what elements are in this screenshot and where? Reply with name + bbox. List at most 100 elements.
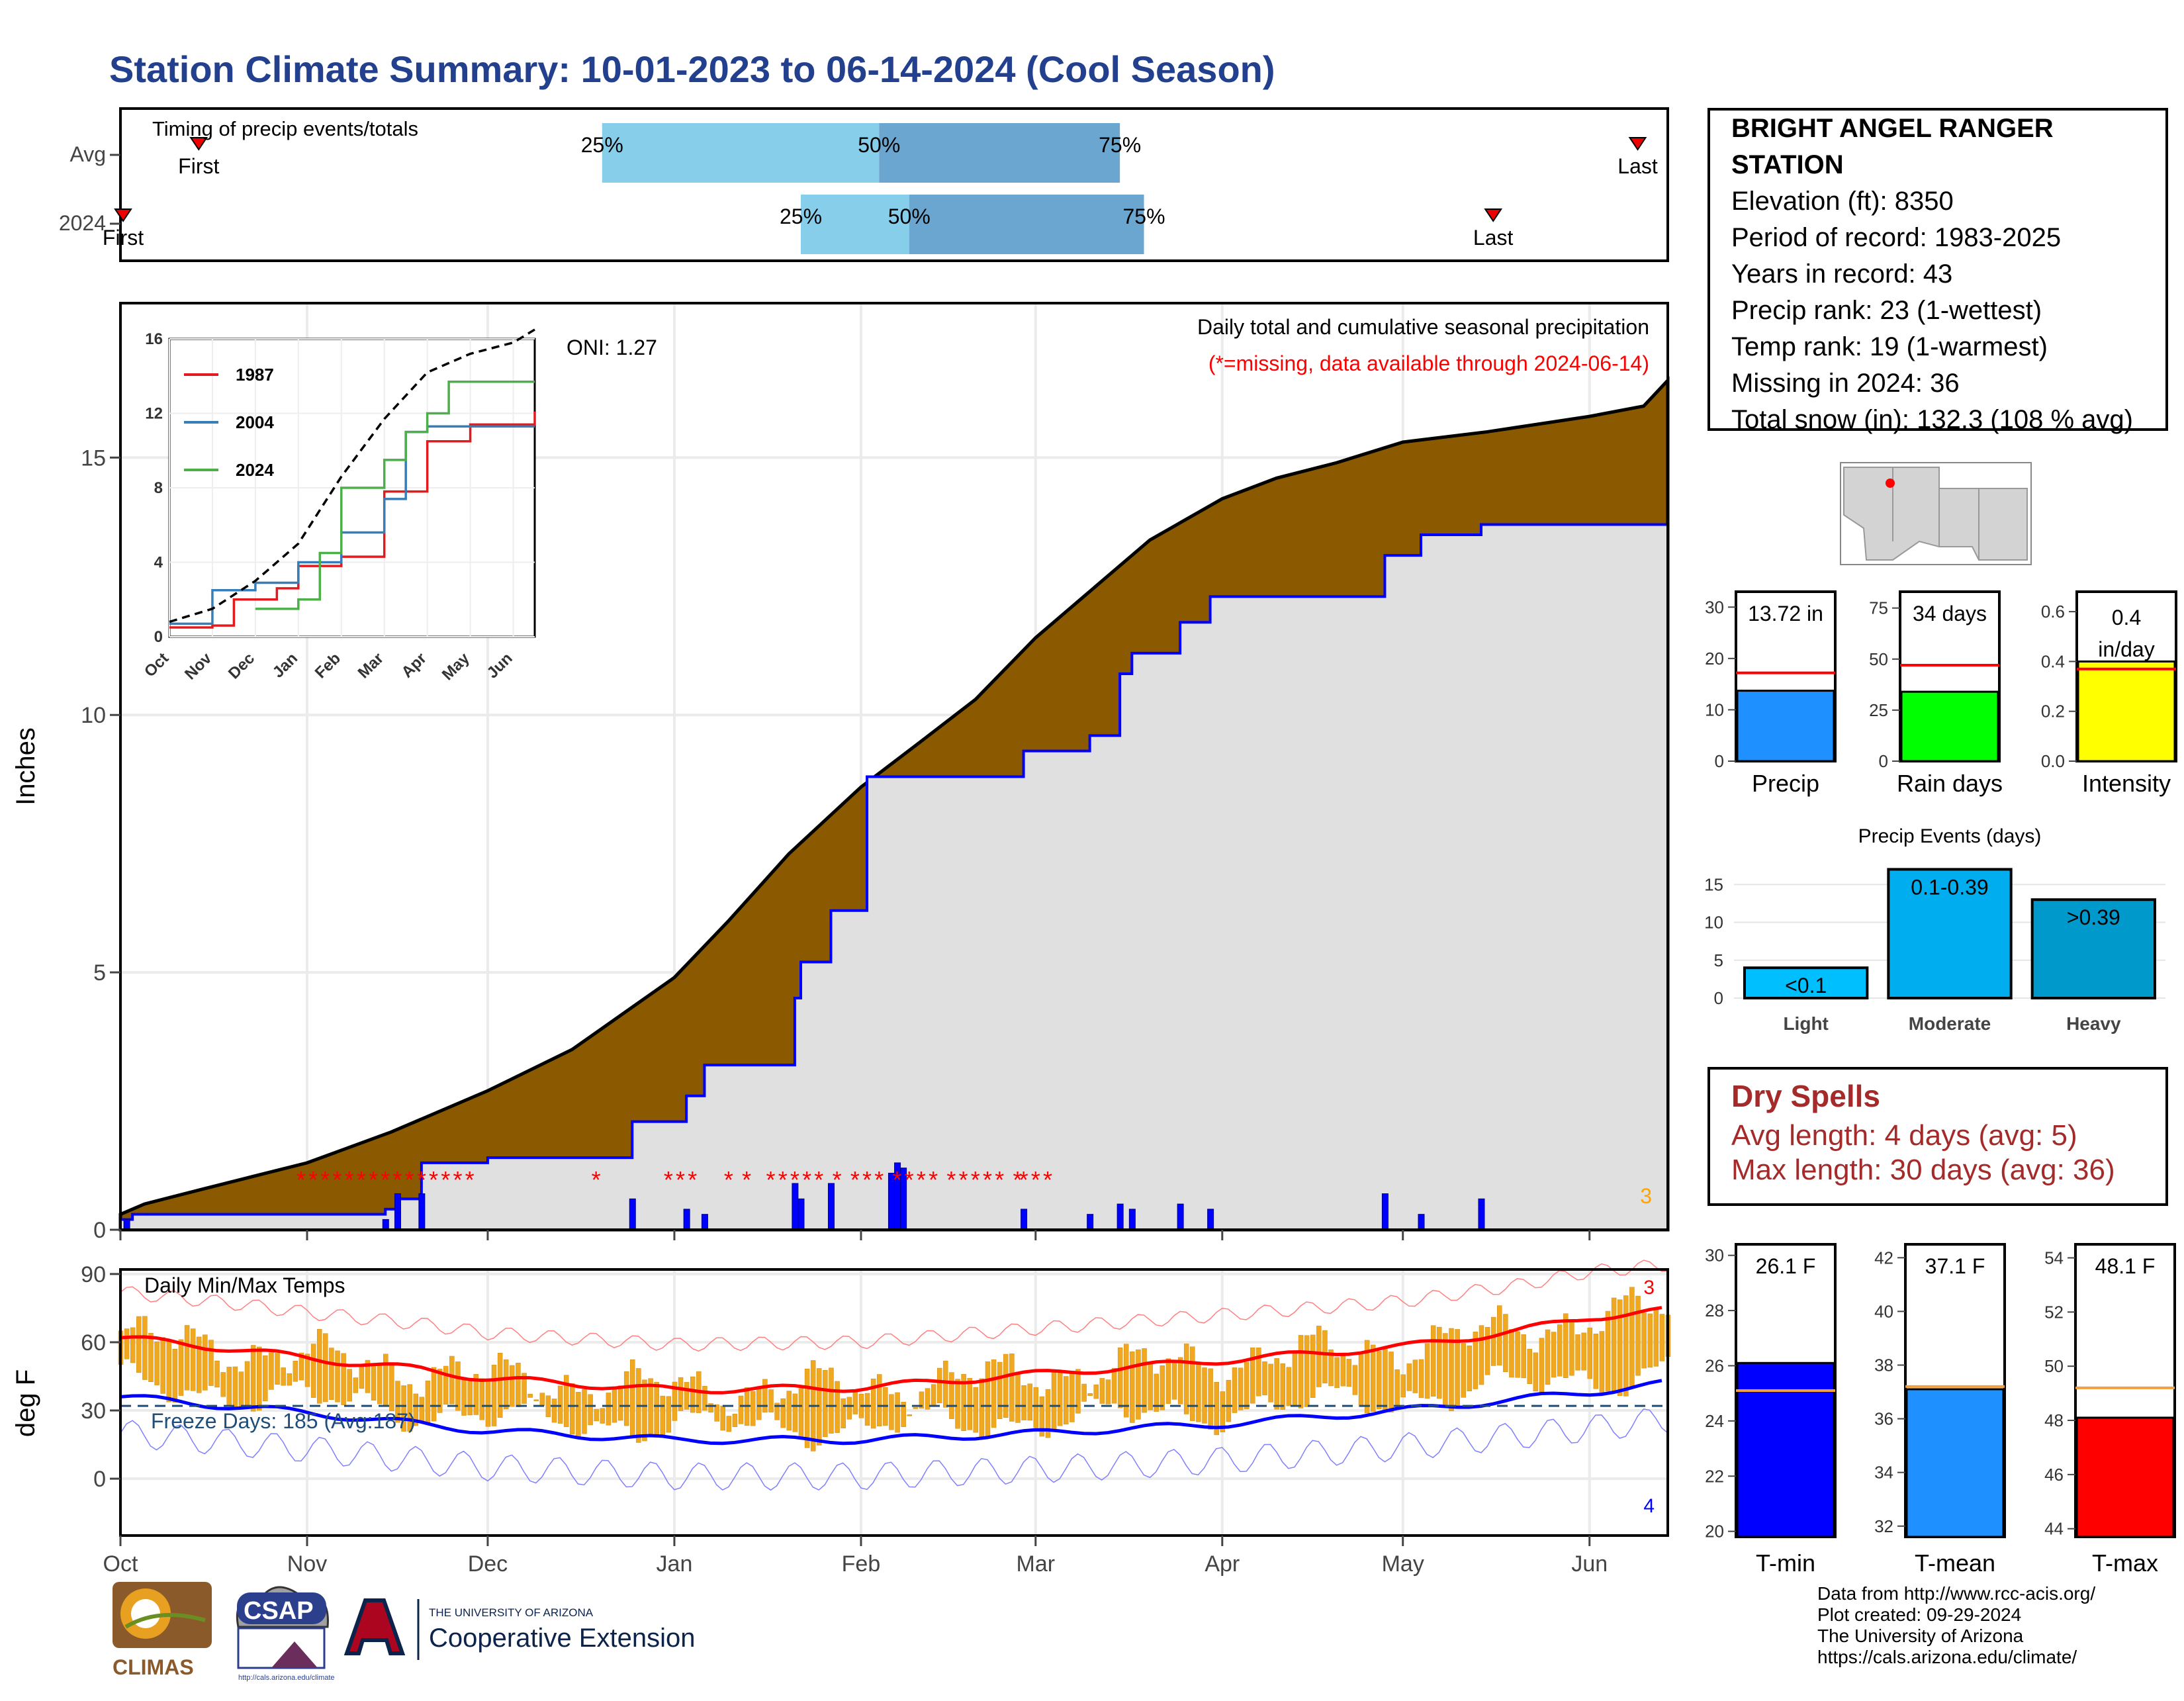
footer-line-1: Data from http://www.rcc-acis.org/ [1817, 1583, 2096, 1604]
daily-temp-bar [1190, 1346, 1195, 1421]
daily-precip-bar [1177, 1203, 1184, 1230]
missing-star: * [959, 1166, 968, 1193]
daily-temp-bar [383, 1354, 388, 1406]
precip-ytick-label: 0 [93, 1218, 106, 1243]
missing-star: * [778, 1166, 788, 1193]
stat-ytick-label: 50 [2044, 1356, 2064, 1376]
timing-row-label: 2024 [59, 211, 106, 235]
inset-legend-label: 2004 [236, 412, 274, 432]
daily-temp-bar [533, 1399, 539, 1401]
daily-temp-bar [582, 1389, 587, 1434]
daily-temp-bar [1316, 1326, 1322, 1387]
missing-star: * [453, 1166, 462, 1193]
stat-value-bar [2077, 660, 2176, 762]
daily-temp-bar [1340, 1353, 1345, 1387]
daily-temp-bar [1467, 1346, 1473, 1391]
ua-logo: THE UNIVERSITY OF ARIZONA Cooperative Ex… [343, 1598, 695, 1660]
stat-ytick-label: 36 [1874, 1409, 1893, 1429]
daily-temp-bar [1171, 1362, 1177, 1400]
daily-temp-bar [660, 1395, 666, 1438]
stat-ytick-label: 48 [2044, 1410, 2064, 1430]
timing-title: Timing of precip events/totals [152, 117, 418, 140]
stat-ytick-label: 0 [1715, 751, 1724, 771]
daily-temp-bar [1551, 1332, 1557, 1378]
daily-temp-bar [1563, 1313, 1569, 1378]
precip-corner-count: 3 [1640, 1184, 1652, 1208]
daily-temp-bar [985, 1361, 991, 1437]
daily-temp-bar [1611, 1297, 1617, 1392]
daily-precip-bar [1381, 1193, 1388, 1230]
daily-temp-bar [1142, 1348, 1147, 1413]
missing-star: * [1043, 1166, 1052, 1193]
month-tick-label: Apr [1205, 1551, 1240, 1577]
precip-frame [119, 302, 1669, 1231]
daily-temp-bar [1400, 1374, 1406, 1398]
missing-star: * [345, 1166, 354, 1193]
cumulative-2024-area [120, 523, 1668, 1230]
daily-temp-bar [720, 1405, 725, 1431]
daily-temp-bar [1539, 1338, 1545, 1393]
daily-temp-bar [1647, 1313, 1653, 1368]
daily-temp-bar [973, 1387, 979, 1433]
first-label: First [178, 154, 219, 178]
missing-star: * [995, 1166, 1004, 1193]
daily-temp-bar [1587, 1327, 1592, 1379]
daily-temp-bar [979, 1378, 985, 1438]
stat-ytick-label: 22 [1705, 1466, 1724, 1486]
missing-star: * [308, 1166, 318, 1193]
timing-quantile-label: 50% [858, 133, 900, 157]
daily-temp-bar [160, 1337, 165, 1394]
stat-ytick-label: 24 [1705, 1411, 1724, 1431]
daily-temp-bar [557, 1385, 563, 1424]
daily-temp-bar [1394, 1369, 1400, 1408]
daily-temp-bar [208, 1340, 214, 1386]
stat-ytick-label: 28 [1705, 1301, 1724, 1320]
missing-star: * [724, 1166, 733, 1193]
daily-temp-bar [359, 1367, 365, 1389]
daily-temp-bar [1443, 1333, 1448, 1406]
inset-series-line [169, 328, 535, 623]
missing-star: * [664, 1166, 673, 1193]
csap-text: CSAP [244, 1597, 314, 1625]
daily-temp-bar [263, 1355, 268, 1402]
last-label: Last [1473, 226, 1514, 250]
temp-ytick-label: 90 [81, 1262, 106, 1287]
event-bar-label: >0.39 [2067, 905, 2120, 929]
daily-temp-bar [437, 1369, 443, 1413]
precip-title: Daily total and cumulative seasonal prec… [1197, 315, 1649, 339]
daily-temp-bar [654, 1381, 659, 1438]
stat-ytick-label: 38 [1874, 1355, 1893, 1375]
daily-temp-bar [1099, 1378, 1105, 1404]
daily-temp-bar [431, 1367, 437, 1422]
missing-star: * [946, 1166, 956, 1193]
temp-frame [119, 1268, 1669, 1537]
daily-temp-bar [479, 1378, 485, 1420]
daily-temp-bar [485, 1380, 491, 1427]
timing-quantile-label: 75% [1099, 133, 1141, 157]
missing-star: * [332, 1166, 341, 1193]
daily-temp-bar [798, 1388, 804, 1439]
stat-value-label: 37.1 F [1925, 1254, 1985, 1278]
daily-temp-bar [1503, 1314, 1508, 1372]
daily-temp-bar [371, 1365, 377, 1401]
daily-temp-bar [738, 1395, 744, 1424]
event-bar-label: <0.1 [1785, 974, 1827, 997]
daily-temp-bar [1533, 1352, 1539, 1392]
event-category-label: Moderate [1909, 1013, 1991, 1034]
footer-credits: Data from http://www.rcc-acis.org/ Plot … [1817, 1583, 2095, 1668]
missing-star: * [405, 1166, 414, 1193]
daily-temp-bar [510, 1365, 515, 1407]
daily-temp-bar [1557, 1324, 1563, 1377]
last-marker [1628, 137, 1647, 151]
daily-temp-bar [1165, 1358, 1171, 1404]
precip-chart: * * * * * * * * * * * * * * * * * * * * * * * * * * * * * * * * * * * * * * * *… [11, 302, 1670, 1243]
daily-temp-bar [1280, 1363, 1286, 1410]
daily-temp-bar [1250, 1347, 1255, 1404]
daily-temp-bar [1509, 1329, 1514, 1378]
daily-temp-bar [1364, 1340, 1370, 1414]
daily-temp-bar [425, 1381, 431, 1424]
stat-value-unit: in/day [2098, 637, 2154, 661]
inset-legend-label: 1987 [236, 365, 274, 385]
daily-temp-bar [678, 1377, 684, 1411]
missing-star: * [417, 1166, 426, 1193]
